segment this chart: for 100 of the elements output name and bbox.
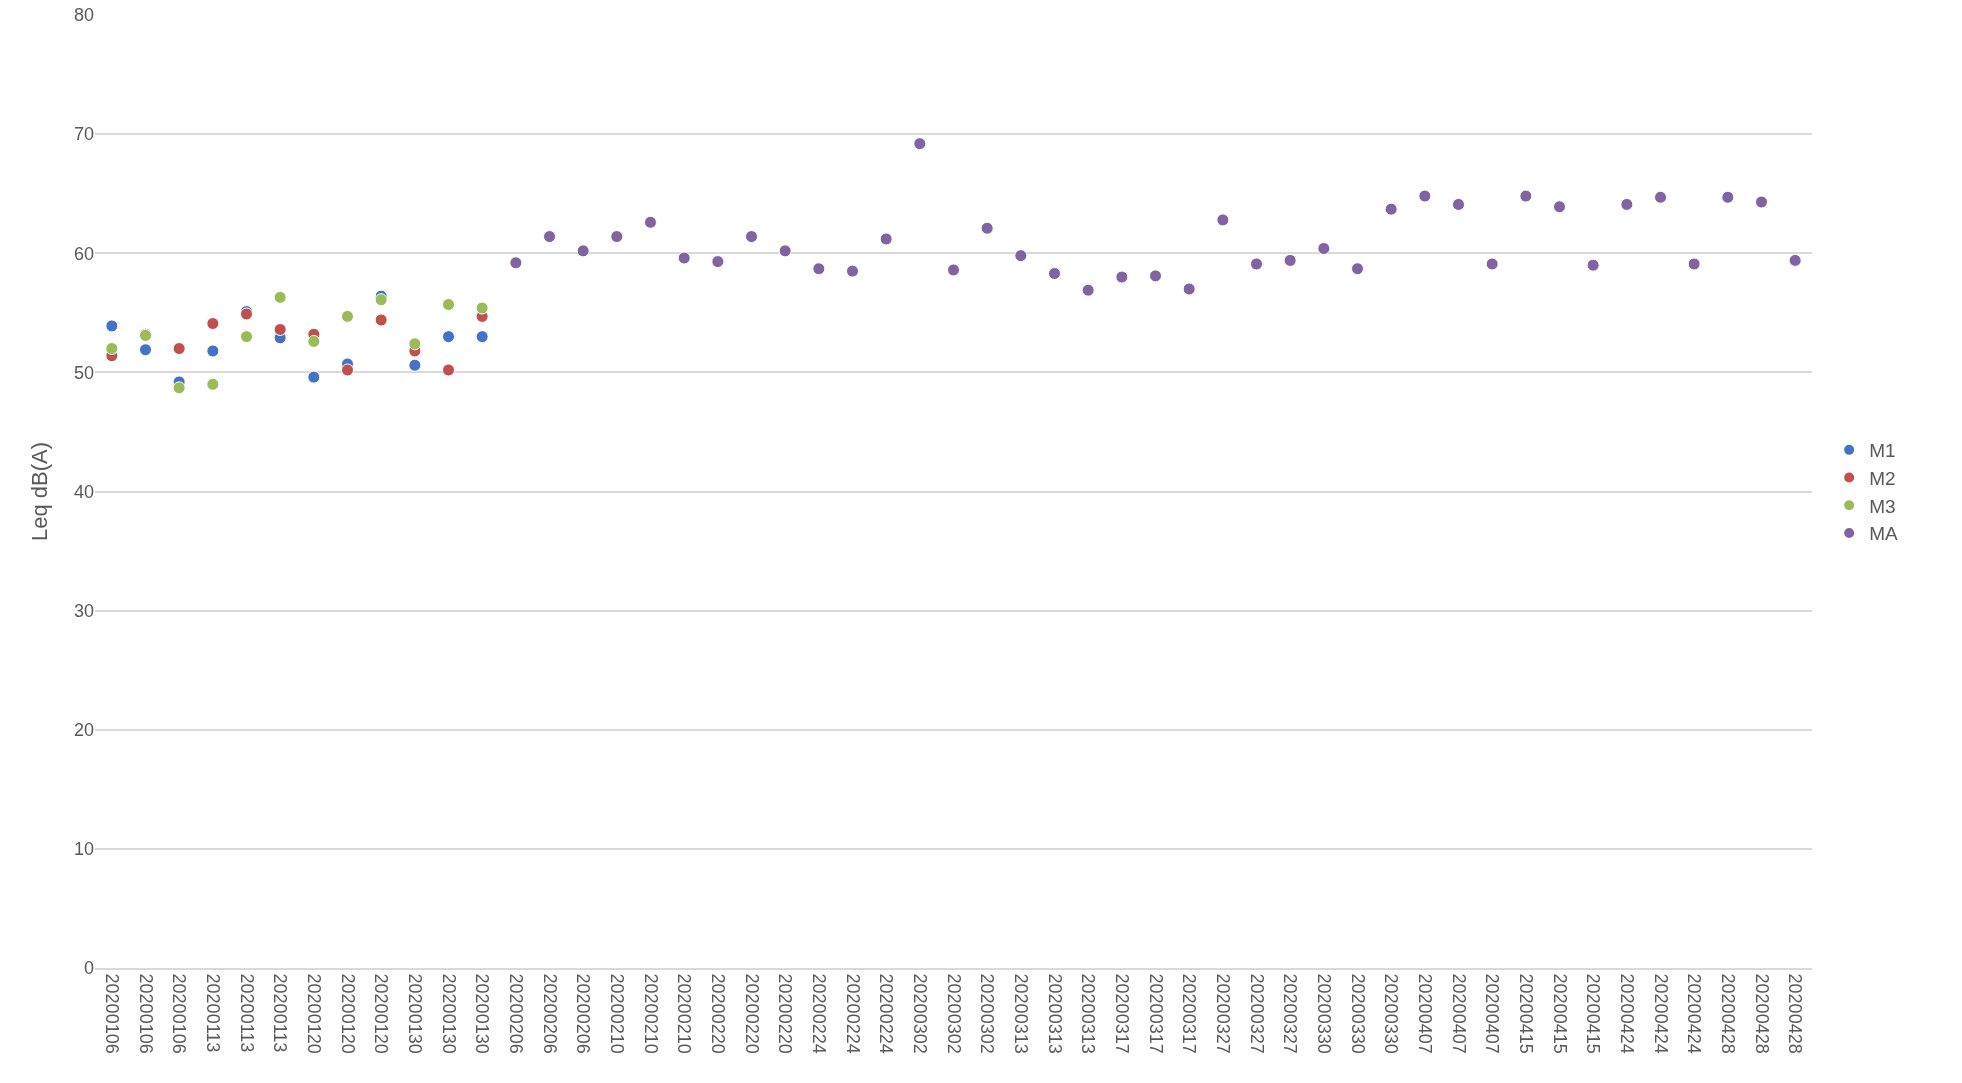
point (711, 255, 725, 269)
point (745, 230, 758, 244)
x-tick-label: 20200106 (101, 973, 122, 1054)
point (846, 264, 859, 278)
x-tick-label: 20200302 (977, 973, 998, 1054)
x-tick-label: 20200113 (236, 973, 257, 1053)
point (1418, 189, 1432, 203)
point (374, 313, 388, 327)
point (1384, 202, 1398, 216)
point (1048, 267, 1061, 280)
point (1586, 258, 1600, 272)
x-tick-label: 20200415 (1515, 973, 1536, 1054)
x-tick-label: 20200327 (1212, 973, 1233, 1054)
point (610, 230, 624, 244)
point (1620, 197, 1634, 211)
point (442, 297, 455, 311)
point (139, 343, 152, 357)
x-tick-label: 20200428 (1717, 973, 1738, 1054)
point (172, 342, 186, 356)
x-tick-label: 20200224 (842, 973, 863, 1054)
point (105, 342, 119, 356)
y-tick-label: 50 (73, 362, 94, 383)
point (980, 221, 994, 235)
x-tick-label: 20200210 (640, 973, 661, 1054)
point (273, 322, 287, 336)
point (1553, 200, 1566, 214)
point (273, 290, 287, 304)
y-axis-title: Leq dB(A) (26, 441, 52, 542)
point (1721, 190, 1735, 204)
point (1755, 195, 1768, 209)
point (644, 215, 657, 229)
y-tick-label: 0 (83, 958, 94, 979)
x-tick-label: 20200407 (1448, 973, 1469, 1054)
point (408, 337, 422, 351)
point (1485, 257, 1499, 271)
y-tick-label: 80 (73, 5, 94, 26)
x-tick-label: 20200327 (1246, 973, 1267, 1054)
x-tick-label: 20200130 (438, 973, 459, 1054)
x-tick-label: 20200428 (1785, 973, 1806, 1054)
x-tick-label: 20200113 (270, 973, 291, 1053)
y-tick-label: 20 (73, 720, 94, 741)
point (105, 319, 119, 333)
x-tick-label: 20200415 (1549, 973, 1570, 1054)
x-tick-label: 20200424 (1684, 973, 1705, 1054)
legend-label: MA (1869, 523, 1898, 545)
point (1687, 257, 1701, 271)
x-tick-label: 20200120 (337, 973, 358, 1054)
y-tick-label: 10 (73, 839, 94, 860)
point (1182, 282, 1196, 296)
x-tick-label: 20200330 (1313, 973, 1334, 1054)
x-tick-label: 20200302 (909, 973, 930, 1054)
point (1081, 283, 1095, 297)
x-tick-label: 20200330 (1381, 973, 1402, 1054)
point (1788, 253, 1802, 267)
x-tick-label: 20200210 (674, 973, 695, 1054)
point (307, 334, 321, 348)
point (1216, 213, 1230, 227)
point (1149, 269, 1162, 283)
x-tick-label: 20200407 (1482, 973, 1503, 1054)
point (307, 370, 321, 384)
x-tick-label: 20200120 (303, 973, 324, 1054)
point (1317, 241, 1331, 255)
x-tick-label: 20200206 (539, 973, 560, 1054)
x-tick-label: 20200224 (808, 973, 829, 1054)
point (1250, 257, 1263, 271)
x-tick-label: 20200407 (1414, 973, 1435, 1054)
point (341, 309, 354, 323)
x-tick-label: 20200220 (707, 973, 728, 1054)
point (240, 330, 253, 344)
x-tick-label: 20200317 (1145, 973, 1166, 1054)
point (1115, 270, 1129, 284)
point (913, 137, 927, 151)
x-tick-label: 20200424 (1616, 973, 1637, 1054)
x-tick-label: 20200106 (169, 973, 190, 1054)
point (374, 293, 388, 307)
point (442, 330, 455, 344)
point (778, 244, 792, 258)
point (543, 230, 556, 244)
point (576, 244, 590, 258)
x-tick-label: 20200113 (202, 973, 223, 1053)
point (172, 381, 186, 395)
x-tick-label: 20200106 (135, 973, 156, 1054)
x-tick-label: 20200302 (943, 973, 964, 1054)
x-tick-label: 20200424 (1650, 973, 1671, 1054)
x-tick-label: 20200428 (1751, 973, 1772, 1054)
point (442, 363, 455, 377)
point (812, 262, 826, 276)
point (206, 344, 220, 358)
point (677, 251, 691, 265)
point (1654, 190, 1667, 204)
point (947, 263, 960, 277)
x-tick-label: 20200313 (1044, 973, 1065, 1054)
point (206, 377, 220, 391)
point (206, 317, 220, 331)
point (475, 301, 489, 315)
x-tick-label: 20200317 (1111, 973, 1132, 1054)
point (341, 363, 354, 377)
x-tick-label: 20200206 (505, 973, 526, 1054)
x-tick-label: 20200313 (1010, 973, 1031, 1054)
y-tick-label: 70 (73, 124, 94, 145)
